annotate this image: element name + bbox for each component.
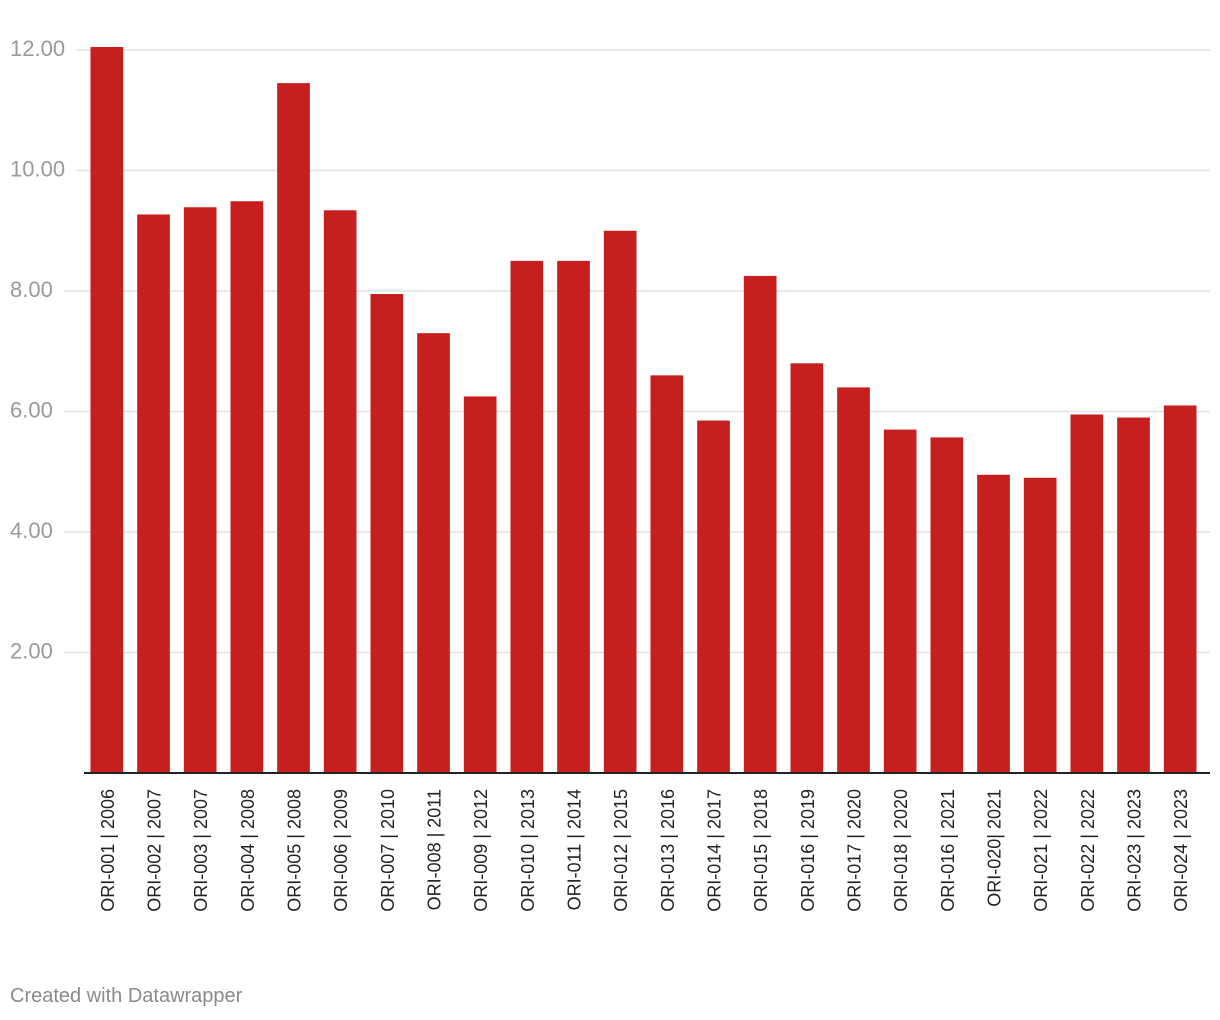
bar [790,363,824,773]
bar [230,201,264,774]
x-category-label: ORI-001 | 2006 [98,789,118,912]
x-category-label: ORI-020| 2021 [985,789,1005,907]
y-tick-label-bg [8,398,64,425]
y-tick-label-bg [8,37,77,63]
y-tick-label-bg [8,519,64,545]
x-category-label: ORI-004 | 2008 [238,789,258,912]
x-category-label: ORI-010 | 2013 [518,789,538,912]
bar [417,333,450,773]
bar [930,437,964,773]
y-tick-label: 2.00 [10,638,53,663]
y-tick-label-bg [8,639,64,666]
bar-chart: 2.00 4.00 6.00 8.00 10.00 12.00 ORI-001 | 200… [8,36,1210,912]
bar [603,230,637,773]
y-tick-label: 6.00 [10,397,53,422]
x-category-label: ORI-014 | 2017 [705,789,725,912]
x-category-label: ORI-002 | 2007 [145,789,165,912]
y-tick-label: 4.00 [10,518,53,543]
x-category-label: ORI-016 | 2021 [938,789,958,912]
bar [743,275,777,773]
x-category-label: ORI-007 | 2010 [378,789,398,912]
datawrapper-credit[interactable]: Created with Datawrapper [10,985,243,1007]
bar [977,474,1010,773]
bar [323,210,357,773]
x-category-label: ORI-012 | 2015 [611,789,631,912]
y-tick-label: 12.00 [10,36,65,61]
bar [697,420,730,773]
bar [463,396,497,773]
x-category-label: ORI-023 | 2023 [1125,789,1145,912]
x-category-label: ORI-017 | 2020 [845,789,865,912]
bars [90,46,1197,774]
x-category-label: ORI-013 | 2016 [658,789,678,912]
x-category-label: ORI-008 | 2011 [425,789,445,910]
x-category-label: ORI-011 | 2014 [565,789,585,910]
bar [1070,414,1104,773]
bar [1117,417,1150,773]
x-category-label: ORI-024 | 2023 [1171,789,1191,912]
x-category-label: ORI-018 | 2020 [891,789,911,912]
y-tick-label: 8.00 [10,277,53,302]
category-labels: ORI-001 | 2006 ORI-002 | 2007 ORI-003 | 20… [98,789,1191,912]
bar [650,375,684,773]
bar [510,260,544,773]
x-category-label: ORI-009 | 2012 [471,789,491,912]
bar [1023,477,1057,773]
y-tick-label-bg [8,157,77,184]
x-category-label: ORI-016 | 2019 [798,789,818,912]
x-category-label: ORI-022 | 2022 [1078,789,1098,912]
gridlines: 2.00 4.00 6.00 8.00 10.00 12.00 [8,36,1210,666]
x-category-label: ORI-006 | 2009 [331,789,351,912]
x-category-label: ORI-003 | 2007 [191,789,211,912]
x-category-label: ORI-005 | 2008 [285,789,305,912]
bar [1163,405,1197,773]
bar [557,260,590,773]
bar [137,214,170,774]
y-tick-label-bg [8,278,64,304]
y-tick-label: 10.00 [10,156,65,181]
bar [370,294,404,773]
bar [277,83,310,773]
bar [883,429,917,773]
bar [837,387,870,773]
x-category-label: ORI-015 | 2018 [751,789,771,912]
bar [183,207,217,773]
x-category-label: ORI-021 | 2022 [1031,789,1051,912]
bar [90,46,124,774]
